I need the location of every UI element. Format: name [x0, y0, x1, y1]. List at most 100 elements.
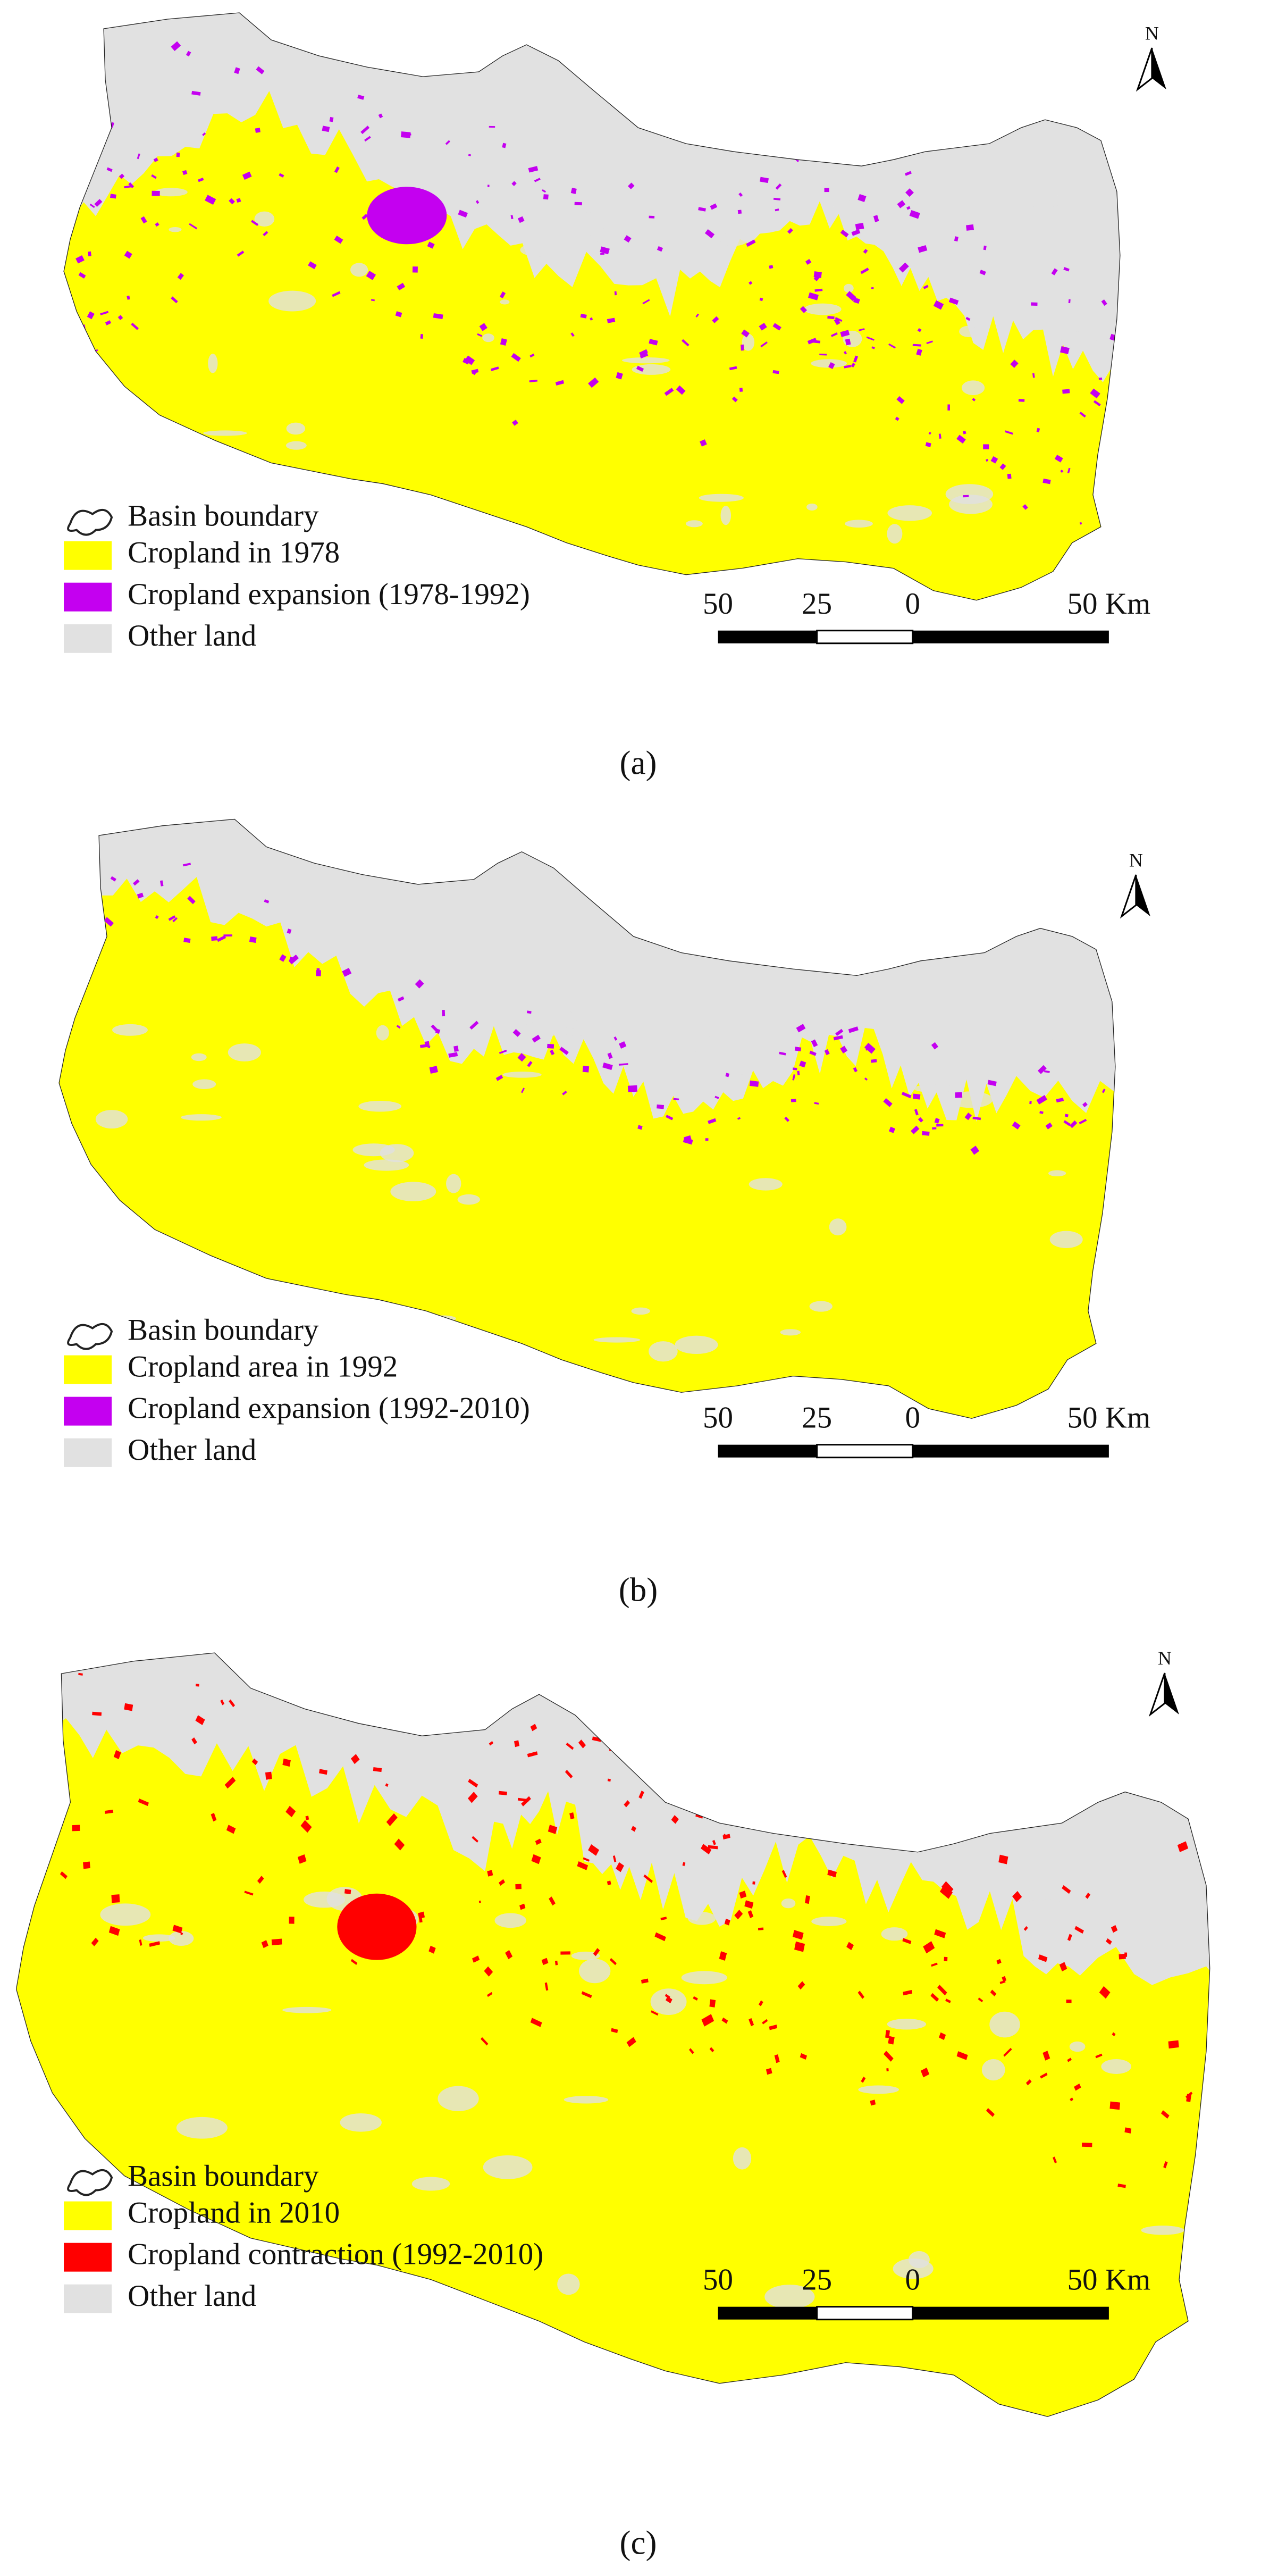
change-patch: [30, 905, 33, 909]
change-patch: [582, 1066, 590, 1073]
change-patch: [911, 1125, 920, 1134]
other-land-patch: [887, 524, 903, 544]
change-patch: [1012, 1891, 1022, 1902]
map-panel: [14, 819, 1144, 1490]
change-patch: [999, 463, 1006, 470]
change-patch: [431, 1024, 439, 1032]
change-patch: [709, 1999, 716, 2008]
change-patch: [637, 1125, 643, 1130]
change-patch: [835, 317, 843, 322]
other-land-patch: [649, 1341, 678, 1362]
change-patch: [673, 1098, 679, 1100]
change-patch: [544, 1982, 549, 1991]
scale-label: 50: [703, 2263, 733, 2297]
change-patch: [1059, 1962, 1067, 1972]
change-patch: [824, 1049, 830, 1056]
change-patch: [990, 456, 998, 464]
change-patch: [502, 143, 507, 148]
change-patch: [137, 153, 140, 160]
change-patch: [734, 1910, 743, 1920]
change-patch: [479, 323, 487, 331]
change-patch: [933, 300, 944, 310]
change-patch: [642, 299, 650, 305]
change-patch: [1101, 299, 1107, 306]
legend-swatch: [64, 1438, 112, 1467]
change-patch: [1070, 2097, 1074, 2102]
change-patch: [972, 1116, 981, 1120]
change-patch: [965, 316, 971, 321]
change-patch: [87, 311, 95, 320]
change-patch: [78, 272, 86, 279]
change-patch: [1031, 302, 1038, 306]
change-patch: [268, 1661, 274, 1668]
other-land-patch: [622, 357, 670, 364]
change-patch: [845, 338, 851, 346]
scale-label: 50 Km: [1067, 1401, 1150, 1435]
change-patch: [542, 189, 546, 193]
change-patch: [198, 178, 204, 182]
change-patch: [520, 1088, 525, 1093]
change-patch: [73, 328, 82, 332]
change-patch: [906, 206, 911, 210]
other-land-patch: [483, 2155, 533, 2179]
other-land-patch: [719, 232, 749, 246]
change-patch: [884, 2051, 894, 2062]
change-patch: [739, 388, 743, 392]
change-patch: [607, 317, 616, 323]
change-patch: [97, 1642, 100, 1647]
change-patch: [797, 1981, 805, 1990]
change-patch: [319, 1769, 327, 1775]
change-patch: [814, 288, 823, 292]
change-patch: [649, 215, 655, 219]
change-patch: [182, 170, 188, 175]
other-land-patch: [364, 1159, 409, 1171]
north-arrow: [1136, 47, 1153, 92]
north-label: N: [1129, 849, 1143, 871]
change-patch: [124, 185, 131, 189]
change-patch: [769, 2025, 778, 2030]
other-land-patch: [154, 188, 188, 197]
change-patch: [153, 157, 158, 162]
change-patch: [809, 1050, 817, 1056]
map-panel: [21, 13, 1148, 671]
change-patch: [600, 253, 604, 255]
change-patch: [159, 880, 164, 886]
change-patch: [510, 215, 514, 220]
change-patch: [889, 1126, 895, 1133]
change-patch: [529, 380, 538, 382]
change-patch: [1079, 522, 1082, 525]
change-patch: [649, 339, 658, 346]
change-patch: [947, 404, 950, 411]
change-patch: [1038, 1954, 1048, 1962]
other-land-patch: [909, 2251, 930, 2269]
change-patch: [117, 315, 123, 320]
change-patch: [1010, 359, 1019, 368]
other-land-patch: [632, 364, 671, 375]
change-patch: [1121, 483, 1129, 490]
change-patch: [1012, 1121, 1021, 1130]
scale-label: 0: [905, 587, 920, 621]
change-patch: [577, 1861, 588, 1870]
change-patch: [1109, 2101, 1121, 2110]
change-patch: [774, 2054, 780, 2063]
change-patch: [1003, 2047, 1012, 2057]
change-patch: [88, 251, 91, 257]
change-patch: [409, 133, 411, 136]
change-patch: [963, 495, 969, 498]
change-patch: [498, 1791, 507, 1795]
change-patch: [1045, 1122, 1053, 1130]
change-patch: [1124, 2127, 1132, 2134]
other-land-patch: [181, 1114, 222, 1121]
change-patch: [903, 1989, 913, 1996]
change-patch: [766, 140, 772, 146]
change-patch: [1161, 2110, 1170, 2119]
change-patch: [926, 340, 933, 345]
change-patch: [469, 1021, 479, 1030]
scale-label: 50 Km: [1067, 587, 1150, 621]
change-patch: [1214, 1978, 1218, 1981]
change-patch: [543, 194, 549, 200]
change-patch: [758, 2000, 763, 2006]
change-patch: [666, 1115, 674, 1120]
change-patch: [264, 899, 270, 904]
change-patch: [177, 273, 184, 280]
